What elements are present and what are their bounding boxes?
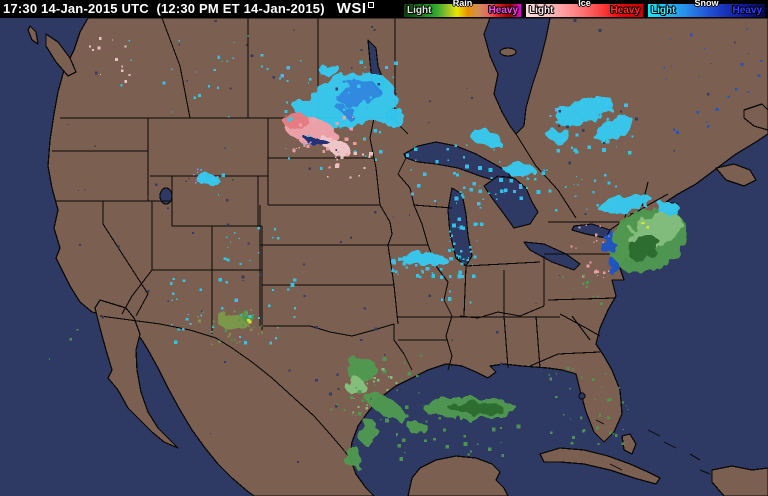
- radar-layer: [48, 19, 763, 467]
- us-state-borders-plains: [259, 117, 399, 337]
- radar-speckles: [48, 19, 763, 466]
- legend-rain-title: Rain: [452, 0, 473, 8]
- lake-erie: [523, 241, 581, 271]
- legend-ice-heavy-label: Heavy: [610, 5, 640, 16]
- precip-legend: Rain Light Heavy Ice Light Heavy Snow Li…: [404, 0, 765, 18]
- wsi-logo-degree-icon: [367, 2, 374, 8]
- wsi-logo: WSI: [337, 1, 374, 17]
- legend-snow-gradient: [648, 4, 765, 17]
- radar-blobs: [196, 64, 687, 467]
- borders-layer: [52, 18, 711, 475]
- legend-snow-light-label: Light: [651, 5, 676, 16]
- path-yucatan: [407, 455, 509, 496]
- radar-map-svg: [0, 18, 768, 496]
- path-vancouver-island: [45, 33, 77, 77]
- us-state-borders-east: [544, 205, 665, 301]
- path-baja-california: [94, 299, 179, 449]
- legend-snow: Snow Light Heavy: [648, 0, 765, 18]
- lake-okeechobee: [578, 392, 586, 400]
- legend-rain: Rain Light Heavy: [404, 0, 521, 18]
- legend-snow-heavy-label: Heavy: [732, 5, 762, 16]
- legend-ice-title: Ice: [578, 0, 591, 8]
- wsi-logo-text: WSI: [336, 0, 367, 17]
- legend-ice-light-label: Light: [529, 5, 554, 16]
- lakes-layer: [159, 18, 611, 400]
- legend-rain-gradient: [404, 4, 521, 17]
- path-andros-island: [621, 433, 637, 455]
- akimiski-island: [499, 47, 517, 57]
- timestamp-text: 17:30 14-Jan-2015 UTC (12:30 PM ET 14-Ja…: [3, 1, 325, 16]
- bahamas-islands: [595, 419, 711, 475]
- path-nova-scotia: [715, 163, 757, 187]
- path-hispaniola: [711, 465, 768, 496]
- us-mexico-border: [99, 315, 351, 459]
- path-cuba: [539, 447, 661, 485]
- path-haida-island: [27, 25, 39, 45]
- legend-rain-heavy-label: Heavy: [488, 5, 518, 16]
- us-state-borders-midwest: [388, 157, 545, 371]
- great-salt-lake: [159, 187, 173, 205]
- legend-ice-gradient: [526, 4, 643, 17]
- legend-ice: Ice Light Heavy: [526, 0, 643, 18]
- path-newfoundland: [743, 103, 768, 131]
- legend-rain-light-label: Light: [407, 5, 432, 16]
- legend-snow-title: Snow: [694, 0, 719, 8]
- canada-province-borders: [161, 18, 669, 231]
- radar-map: [0, 18, 768, 496]
- us-state-borders-south: [393, 313, 601, 371]
- lake-huron: [483, 175, 539, 229]
